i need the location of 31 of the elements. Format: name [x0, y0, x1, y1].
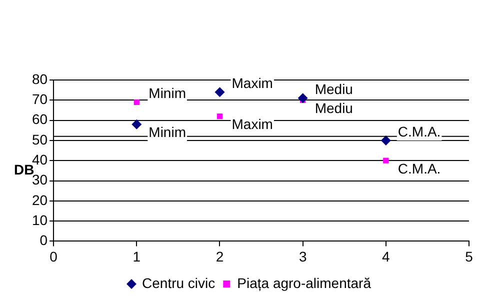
y-tick-label: 60: [32, 111, 48, 128]
y-tick-label: 50: [32, 131, 48, 148]
data-label: Minim: [148, 85, 186, 102]
y-tick-label: 0: [40, 232, 48, 248]
data-label: Mediu: [314, 80, 353, 97]
point: [298, 93, 308, 104]
point: [383, 158, 389, 164]
y-tick-label: 20: [32, 192, 48, 208]
x-tick-label: 2: [216, 248, 224, 264]
data-label: C.M.A.: [398, 123, 441, 140]
legend-label: Piața agro-alimentară: [237, 274, 372, 291]
x-tick-label: 0: [50, 248, 58, 264]
point: [214, 87, 225, 98]
data-label: Minim: [148, 124, 186, 140]
y-tick-label: 40: [32, 151, 48, 168]
point: [216, 113, 223, 120]
legend-label: Centru civic: [142, 274, 216, 291]
point: [380, 135, 391, 146]
y-tick-label: 10: [32, 212, 48, 228]
x-tick-label: 1: [132, 248, 141, 264]
x-tick-label: 4: [382, 248, 390, 264]
point: [132, 119, 142, 130]
data-label: Maxim: [232, 74, 273, 91]
y-tick-label: 70: [32, 91, 48, 108]
data-label: C.M.A.: [398, 160, 441, 176]
data-label: Maxim: [232, 116, 273, 132]
data-label: Mediu: [314, 100, 353, 116]
y-tick-label: 80: [32, 70, 48, 87]
x-tick-label: 5: [465, 248, 474, 264]
x-tick-label: 3: [298, 248, 307, 264]
point: [134, 99, 140, 105]
